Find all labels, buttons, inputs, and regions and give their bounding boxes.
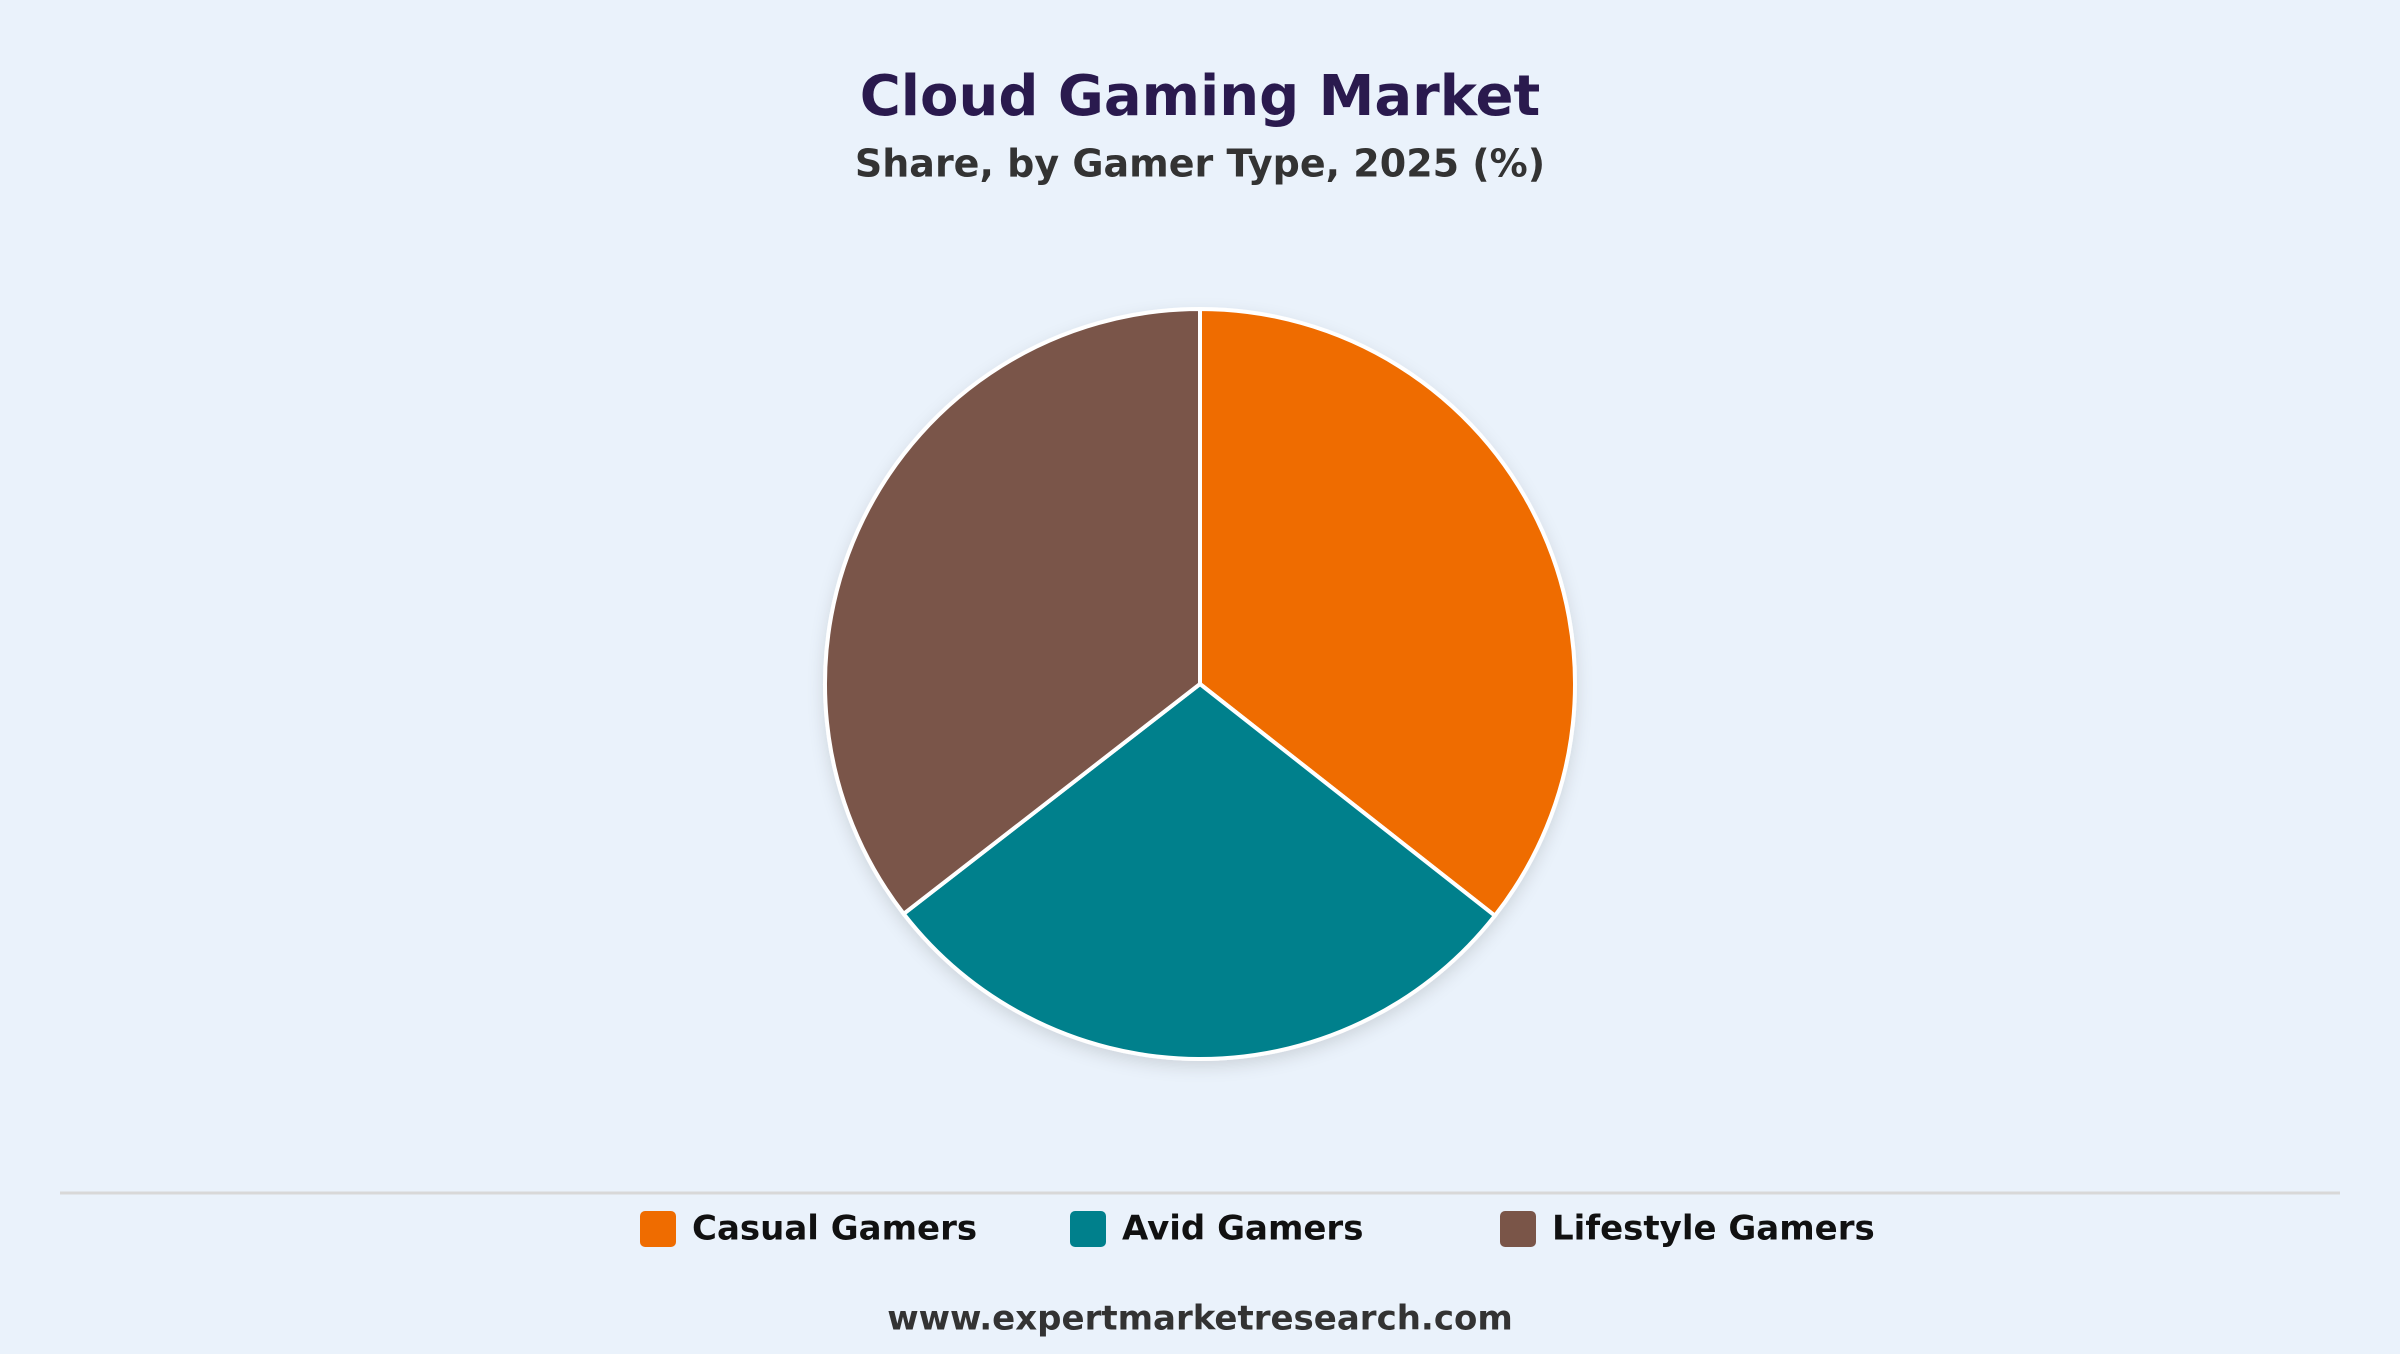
legend-label: Lifestyle Gamers: [1552, 1209, 1875, 1249]
legend: Casual Gamers Avid Gamers Lifestyle Gamers: [640, 1209, 1875, 1249]
source: www.expertmarketresearch.com: [887, 1299, 1513, 1339]
legend-swatch: [640, 1211, 676, 1247]
pie-slice: [1198, 306, 1577, 919]
legend-label: Casual Gamers: [692, 1209, 977, 1249]
pie: [823, 306, 1577, 1061]
chart-title: Cloud Gaming Market: [860, 64, 1541, 129]
pie-slice: [900, 681, 1498, 1061]
pie-slice: [823, 306, 1202, 917]
legend-label: Avid Gamers: [1122, 1209, 1363, 1249]
legend-swatch: [1070, 1211, 1106, 1247]
chart-subtitle: Share, by Gamer Type, 2025 (%): [855, 142, 1545, 186]
legend-swatch: [1500, 1211, 1536, 1247]
